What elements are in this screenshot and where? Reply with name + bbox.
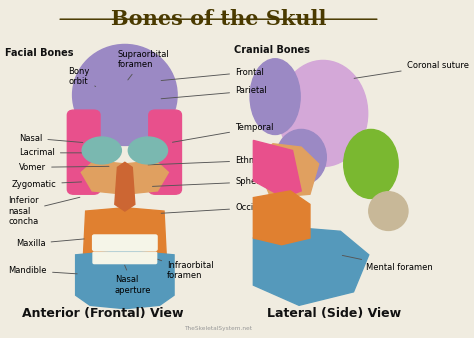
Text: Zygomatic: Zygomatic (11, 180, 82, 189)
Text: Infraorbital
foramen: Infraorbital foramen (140, 254, 214, 280)
Ellipse shape (128, 137, 167, 164)
Polygon shape (253, 191, 310, 245)
Text: Supraorbital
foramen: Supraorbital foramen (118, 50, 169, 80)
Text: Inferior
nasal
concha: Inferior nasal concha (9, 196, 80, 226)
Text: Bones of the Skull: Bones of the Skull (111, 9, 326, 29)
FancyBboxPatch shape (92, 235, 157, 250)
Polygon shape (255, 144, 319, 198)
Text: Mental foramen: Mental foramen (342, 256, 432, 272)
Text: Nasal: Nasal (19, 134, 83, 143)
Text: Temporal: Temporal (173, 123, 273, 142)
Ellipse shape (276, 129, 326, 185)
Text: Mandible: Mandible (9, 266, 77, 275)
Text: Anterior (Frontal) View: Anterior (Frontal) View (22, 307, 184, 320)
Text: Bony
orbit: Bony orbit (68, 67, 96, 87)
Text: TheSkeletalSystem.net: TheSkeletalSystem.net (184, 326, 253, 331)
Text: Sphenoid: Sphenoid (153, 177, 274, 186)
FancyBboxPatch shape (149, 110, 182, 194)
Polygon shape (253, 140, 301, 198)
Text: Ethmoid: Ethmoid (148, 156, 270, 165)
Ellipse shape (250, 59, 300, 135)
Polygon shape (253, 228, 369, 305)
Ellipse shape (369, 192, 408, 231)
Text: Occipital: Occipital (161, 203, 272, 213)
Text: Maxilla: Maxilla (16, 239, 84, 248)
Text: Coronal suture: Coronal suture (354, 61, 469, 78)
Text: Cranial Bones: Cranial Bones (234, 45, 310, 54)
Text: Frontal: Frontal (161, 68, 264, 80)
Polygon shape (76, 250, 174, 309)
Ellipse shape (278, 61, 368, 167)
Text: Facial Bones: Facial Bones (5, 48, 73, 58)
Polygon shape (81, 161, 168, 194)
Text: Lateral (Side) View: Lateral (Side) View (267, 307, 401, 320)
FancyBboxPatch shape (93, 252, 156, 264)
Text: Nasal
aperture: Nasal aperture (115, 265, 151, 295)
Text: Parietal: Parietal (161, 87, 267, 99)
Text: Lacrimal: Lacrimal (19, 148, 90, 158)
Ellipse shape (73, 45, 177, 145)
Text: Vomer: Vomer (19, 163, 109, 172)
Ellipse shape (344, 129, 398, 198)
Ellipse shape (82, 137, 121, 164)
FancyBboxPatch shape (67, 110, 100, 194)
Polygon shape (115, 162, 135, 211)
Polygon shape (83, 208, 166, 262)
